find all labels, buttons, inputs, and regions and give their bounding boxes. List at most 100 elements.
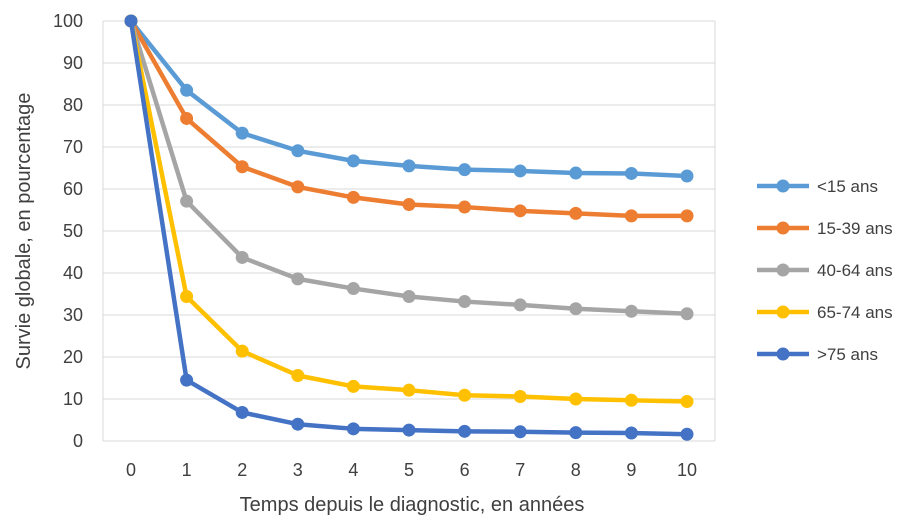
y-tick-label-2: 20 bbox=[63, 347, 83, 367]
data-point bbox=[624, 209, 638, 223]
x-tick-label-5: 5 bbox=[404, 460, 414, 480]
data-point bbox=[680, 209, 694, 223]
x-tick-label-0: 0 bbox=[126, 460, 136, 480]
data-point bbox=[291, 368, 305, 382]
y-tick-label-5: 50 bbox=[63, 221, 83, 241]
data-point bbox=[458, 424, 472, 438]
series-line-3 bbox=[128, 18, 690, 404]
x-tick-label-2: 2 bbox=[237, 460, 247, 480]
data-point bbox=[291, 272, 305, 286]
data-point bbox=[513, 204, 527, 218]
legend-item-3: 65-74 ans bbox=[757, 303, 893, 322]
x-tick-label-6: 6 bbox=[460, 460, 470, 480]
legend-swatch-marker bbox=[776, 347, 790, 361]
data-point bbox=[513, 425, 527, 439]
series-4 bbox=[124, 14, 694, 441]
data-point bbox=[291, 180, 305, 194]
data-point bbox=[513, 164, 527, 178]
x-axis-title: Temps depuis le diagnostic, en années bbox=[240, 494, 585, 516]
data-point bbox=[180, 111, 194, 125]
y-tick-label-6: 60 bbox=[63, 179, 83, 199]
data-point bbox=[124, 14, 138, 28]
data-point bbox=[346, 190, 360, 204]
data-point bbox=[680, 395, 694, 409]
series-0 bbox=[124, 14, 694, 183]
x-tick-label-3: 3 bbox=[293, 460, 303, 480]
data-point bbox=[346, 154, 360, 168]
series-line-0 bbox=[128, 18, 690, 179]
data-point bbox=[569, 166, 583, 180]
data-point bbox=[624, 166, 638, 180]
y-tick-label-1: 10 bbox=[63, 389, 83, 409]
x-tick-label-10: 10 bbox=[677, 460, 697, 480]
x-tick-label-7: 7 bbox=[515, 460, 525, 480]
legend-item-4: >75 ans bbox=[757, 345, 878, 364]
x-axis-ticks: 0 1 2 3 4 5 6 7 8 9 10 bbox=[126, 460, 697, 480]
series-group bbox=[124, 14, 694, 441]
data-point bbox=[680, 169, 694, 183]
data-point bbox=[513, 298, 527, 312]
y-tick-label-9: 90 bbox=[63, 53, 83, 73]
data-point bbox=[402, 159, 416, 173]
y-axis-ticks: 0 10 20 30 40 50 60 70 80 90 100 bbox=[53, 11, 83, 451]
series-1 bbox=[124, 14, 694, 223]
data-point bbox=[402, 423, 416, 437]
data-point bbox=[513, 389, 527, 403]
x-tick-label-9: 9 bbox=[626, 460, 636, 480]
y-tick-label-3: 30 bbox=[63, 305, 83, 325]
y-axis-title: Survie globale, en pourcentage bbox=[13, 93, 35, 370]
data-point bbox=[458, 295, 472, 309]
data-point bbox=[402, 198, 416, 212]
legend-label-1: 15-39 ans bbox=[817, 219, 893, 238]
x-tick-label-4: 4 bbox=[348, 460, 358, 480]
y-tick-label-0: 0 bbox=[73, 431, 83, 451]
data-point bbox=[569, 392, 583, 406]
data-point bbox=[346, 282, 360, 296]
data-point bbox=[624, 304, 638, 318]
data-point bbox=[235, 405, 249, 419]
legend-swatch-marker bbox=[776, 263, 790, 277]
data-point bbox=[569, 206, 583, 220]
data-point bbox=[569, 302, 583, 316]
data-point bbox=[235, 160, 249, 174]
data-point bbox=[180, 290, 194, 304]
data-point bbox=[569, 426, 583, 440]
y-tick-label-7: 70 bbox=[63, 137, 83, 157]
legend-label-2: 40-64 ans bbox=[817, 261, 893, 280]
data-point bbox=[402, 383, 416, 397]
legend-swatch-marker bbox=[776, 179, 790, 193]
data-point bbox=[180, 83, 194, 97]
legend-swatch-marker bbox=[776, 305, 790, 319]
legend-item-0: <15 ans bbox=[757, 177, 878, 196]
data-point bbox=[346, 379, 360, 393]
data-point bbox=[458, 200, 472, 214]
data-point bbox=[624, 393, 638, 407]
legend-label-4: >75 ans bbox=[817, 345, 878, 364]
x-tick-label-8: 8 bbox=[571, 460, 581, 480]
series-3 bbox=[124, 14, 694, 409]
data-point bbox=[291, 144, 305, 158]
data-point bbox=[180, 194, 194, 208]
legend-item-1: 15-39 ans bbox=[757, 219, 893, 238]
data-point bbox=[458, 163, 472, 177]
data-point bbox=[235, 344, 249, 358]
legend-label-3: 65-74 ans bbox=[817, 303, 893, 322]
data-point bbox=[624, 426, 638, 440]
data-point bbox=[235, 250, 249, 264]
legend-item-2: 40-64 ans bbox=[757, 261, 893, 280]
data-point bbox=[680, 307, 694, 321]
gridlines bbox=[102, 20, 716, 442]
x-tick-label-1: 1 bbox=[182, 460, 192, 480]
y-tick-label-10: 100 bbox=[53, 11, 83, 31]
data-point bbox=[458, 388, 472, 402]
legend-label-0: <15 ans bbox=[817, 177, 878, 196]
data-point bbox=[291, 417, 305, 431]
y-tick-label-8: 80 bbox=[63, 95, 83, 115]
data-point bbox=[680, 427, 694, 441]
data-point bbox=[235, 126, 249, 140]
legend-swatch-marker bbox=[776, 221, 790, 235]
data-point bbox=[180, 373, 194, 387]
series-line-1 bbox=[128, 18, 690, 219]
